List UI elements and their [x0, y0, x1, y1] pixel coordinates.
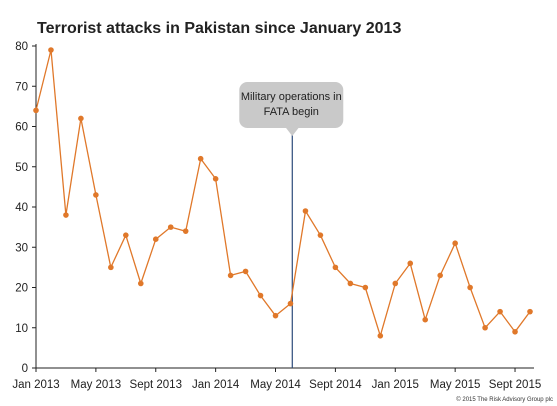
- annotation: Military operations in FATA begin: [239, 82, 344, 368]
- data-point: [152, 236, 159, 242]
- x-tick-label: Sept 2014: [309, 379, 362, 391]
- x-tick-label: Jan 2015: [372, 379, 419, 391]
- y-tick-label: 50: [15, 162, 28, 174]
- data-point: [182, 228, 189, 234]
- data-point: [497, 308, 503, 315]
- y-tick-label: 40: [15, 202, 28, 214]
- data-point: [227, 272, 234, 279]
- data-point: [482, 324, 488, 331]
- y-tick-label: 60: [15, 122, 28, 134]
- x-tick-label: May 2013: [71, 379, 122, 391]
- annotation-callout: [239, 82, 344, 128]
- x-tick-label: Jan 2013: [12, 379, 59, 391]
- data-point: [257, 292, 264, 299]
- y-tick-label: 80: [15, 41, 28, 53]
- annotation-callout-pointer: [285, 127, 300, 136]
- x-tick-label: Jan 2014: [192, 379, 240, 391]
- x-tick-label: May 2015: [430, 379, 481, 391]
- data-point: [332, 264, 339, 271]
- data-point: [527, 308, 533, 315]
- x-tick-label: May 2014: [250, 379, 301, 391]
- chart-title: Terrorist attacks in Pakistan since Janu…: [37, 20, 401, 37]
- annotation-text: Military operations in: [241, 91, 342, 103]
- y-axis: 0 10 20 30 40 50 60 70 80: [15, 41, 37, 375]
- data-point: [33, 107, 39, 114]
- data-point: [512, 328, 518, 335]
- credit-text: © 2015 The Risk Advisory Group plc: [456, 396, 553, 403]
- y-tick-label: 10: [15, 323, 28, 335]
- data-point: [123, 232, 129, 238]
- data-points: [33, 47, 533, 339]
- data-point: [362, 284, 369, 291]
- x-tick-label: Sept 2015: [489, 379, 541, 391]
- y-tick-label: 20: [15, 283, 28, 295]
- x-axis: Jan 2013 May 2013 Sept 2013 Jan 2014 May 201…: [12, 367, 541, 391]
- data-point: [48, 47, 54, 53]
- data-point: [197, 155, 204, 162]
- data-point: [212, 176, 219, 182]
- data-point: [377, 333, 384, 339]
- data-point: [63, 212, 69, 218]
- data-point: [167, 224, 174, 230]
- data-point: [272, 312, 279, 319]
- y-tick-label: 0: [22, 363, 28, 375]
- data-point: [242, 268, 249, 275]
- data-point: [422, 316, 429, 323]
- data-point: [93, 192, 99, 198]
- data-point: [137, 280, 144, 287]
- x-tick-label: Sept 2013: [130, 379, 182, 391]
- data-point: [437, 272, 443, 279]
- data-point: [317, 232, 324, 238]
- annotation-text: FATA begin: [264, 106, 319, 118]
- y-tick-label: 70: [15, 81, 28, 93]
- y-tick-label: 30: [15, 242, 28, 254]
- data-point: [347, 280, 354, 287]
- data-point: [108, 264, 114, 271]
- data-point: [287, 300, 294, 307]
- data-point: [407, 260, 414, 267]
- data-point: [452, 240, 458, 247]
- data-point: [78, 115, 84, 122]
- data-point: [302, 208, 309, 214]
- series-polyline: [35, 49, 531, 337]
- data-point: [467, 284, 473, 291]
- data-point: [392, 280, 399, 287]
- series-line: [35, 49, 531, 337]
